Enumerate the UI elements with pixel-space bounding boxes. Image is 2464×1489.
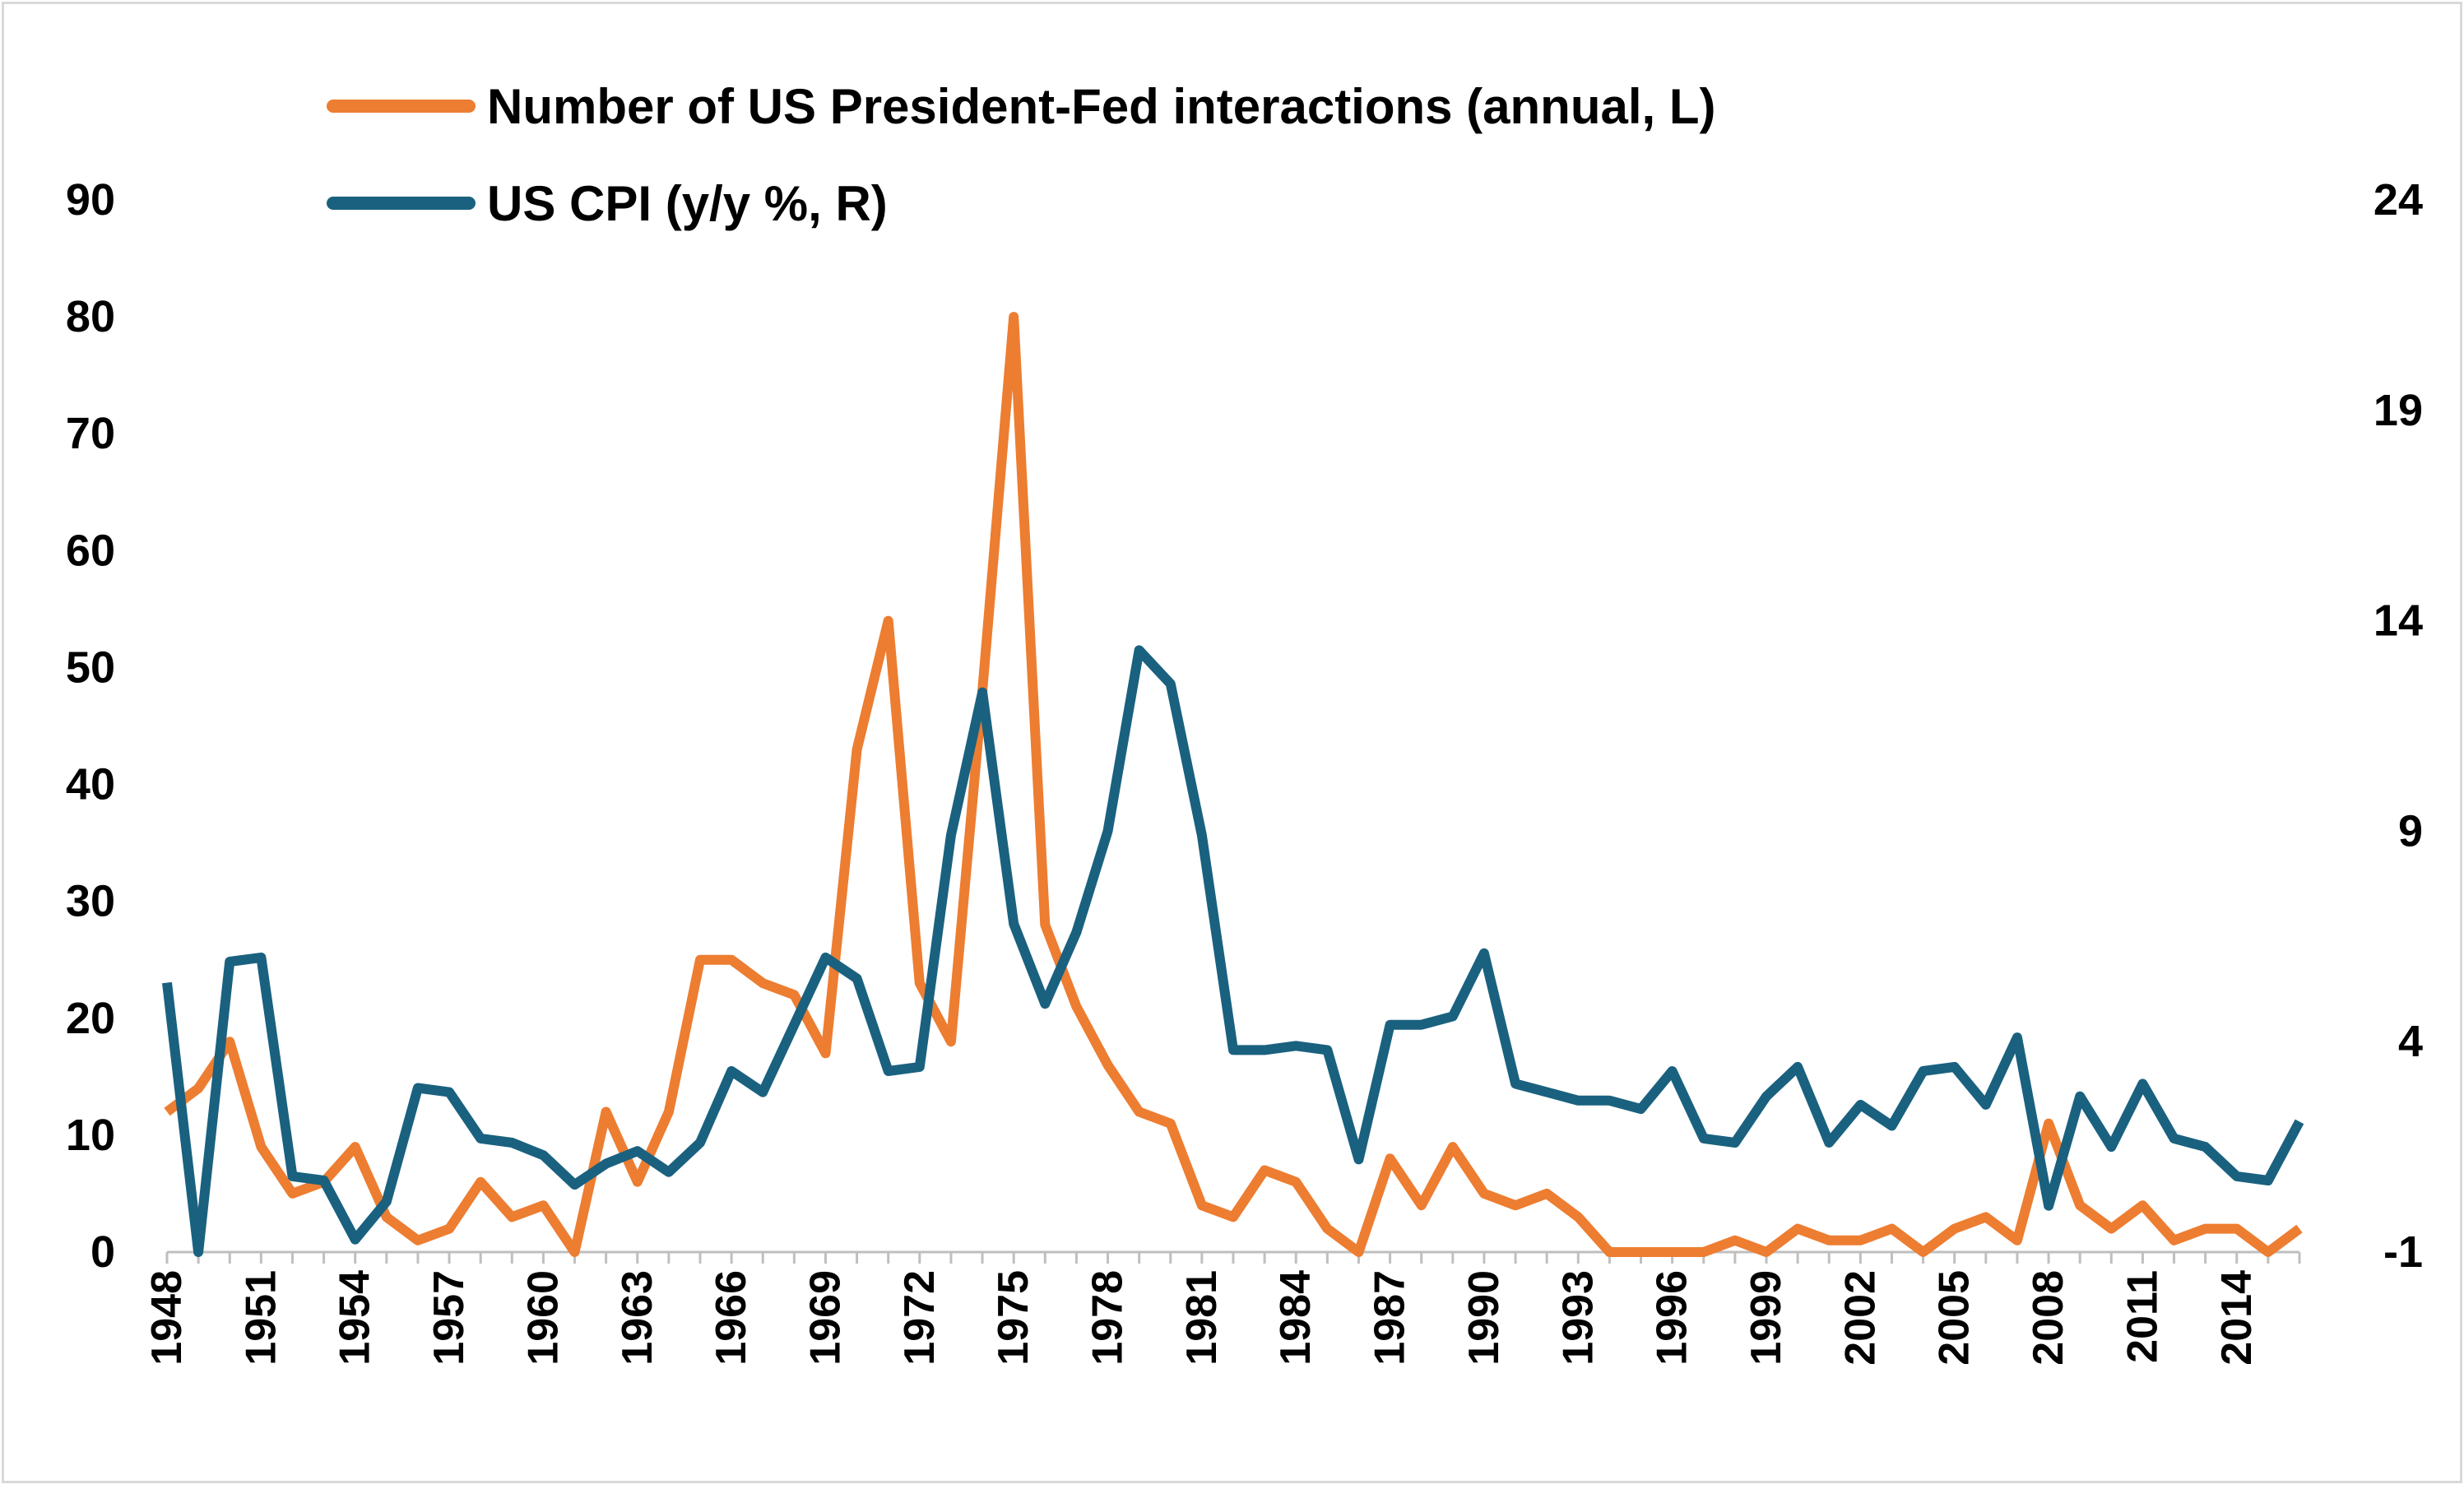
x-tick-label: 1954 — [332, 1270, 379, 1366]
x-tick-label: 1963 — [614, 1270, 661, 1366]
x-tick-label: 1993 — [1554, 1270, 1602, 1366]
x-tick-label: 1972 — [896, 1270, 944, 1366]
y-left-tick-label: 10 — [66, 1111, 115, 1160]
x-tick-label: 2002 — [1836, 1270, 1884, 1366]
legend-label-cpi: US CPI (y/y %, R) — [487, 176, 888, 231]
x-tick-label: 1948 — [143, 1270, 191, 1366]
y-left-tick-label: 60 — [66, 526, 115, 575]
y-left-tick-label: 90 — [66, 175, 115, 225]
x-tick-label: 1990 — [1460, 1270, 1508, 1366]
y-left-tick-label: 20 — [66, 994, 115, 1043]
x-tick-label: 2005 — [1931, 1270, 1979, 1366]
x-tick-label: 1999 — [1742, 1270, 1790, 1366]
x-tick-label: 1987 — [1367, 1270, 1414, 1366]
x-axis: 1948 1951 1954 1957 1960 1963 1966 1969 1972 1975… — [143, 1250, 2301, 1366]
series-line-cpi — [162, 645, 2304, 1257]
x-tick-label: 1957 — [425, 1270, 473, 1366]
x-tick-label: 1969 — [801, 1270, 849, 1366]
y-right-tick-label: 4 — [2398, 1017, 2423, 1066]
y-right-tick-label: 9 — [2398, 806, 2423, 856]
y-right-tick-label: 19 — [2374, 386, 2423, 435]
y-left-tick-label: 50 — [66, 642, 115, 692]
y-left-tick-label: 70 — [66, 409, 115, 458]
y-left-tick-label: 40 — [66, 760, 115, 809]
x-tick-label: 2014 — [2213, 1270, 2261, 1366]
legend: Number of US President-Fed interactions … — [327, 79, 1716, 231]
x-tick-label: 1981 — [1178, 1270, 1226, 1366]
y-axis-right: -1 4 9 14 19 24 — [2374, 175, 2423, 1277]
x-tick-label: 2011 — [2118, 1270, 2166, 1363]
x-tick-label: 1951 — [237, 1270, 285, 1366]
series-line-interactions — [164, 312, 2303, 1257]
x-tick-label: 1966 — [708, 1270, 755, 1366]
x-tick-label: 1978 — [1084, 1270, 1132, 1366]
y-right-tick-label: 14 — [2374, 596, 2423, 646]
legend-label-interactions: Number of US President-Fed interactions … — [487, 79, 1716, 134]
x-tick-label: 1975 — [990, 1270, 1037, 1366]
series-layer — [162, 312, 2304, 1257]
x-tick-label: 1984 — [1272, 1270, 1320, 1366]
y-right-tick-label: 24 — [2374, 175, 2423, 225]
y-left-tick-label: 80 — [66, 292, 115, 341]
x-tick-label: 1960 — [519, 1270, 567, 1366]
y-left-tick-label: 30 — [66, 877, 115, 926]
x-tick-label: 1996 — [1649, 1270, 1696, 1366]
y-right-tick-label: -1 — [2383, 1227, 2423, 1277]
y-axis-left: 0 10 20 30 40 50 60 70 80 90 — [66, 175, 115, 1277]
x-tick-label: 2008 — [2025, 1270, 2072, 1366]
y-left-tick-label: 0 — [90, 1227, 115, 1277]
